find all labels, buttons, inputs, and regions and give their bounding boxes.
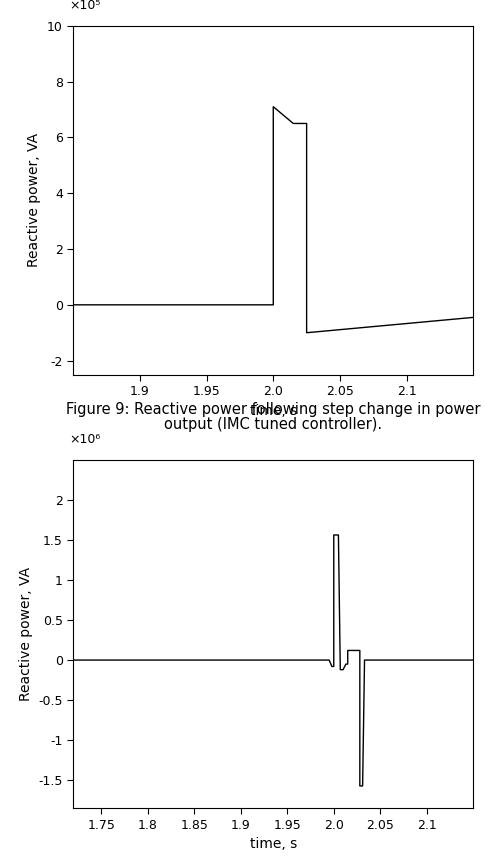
Text: Figure 9: Reactive power following step change in power: Figure 9: Reactive power following step … <box>66 402 481 417</box>
Text: output (IMC tuned controller).: output (IMC tuned controller). <box>164 417 382 432</box>
X-axis label: time, s: time, s <box>250 403 297 418</box>
Text: ×10⁶: ×10⁶ <box>69 433 101 445</box>
X-axis label: time, s: time, s <box>250 838 297 851</box>
Text: ×10⁵: ×10⁵ <box>69 0 101 12</box>
Y-axis label: Reactive power, VA: Reactive power, VA <box>19 567 33 701</box>
Y-axis label: Reactive power, VA: Reactive power, VA <box>27 133 41 267</box>
